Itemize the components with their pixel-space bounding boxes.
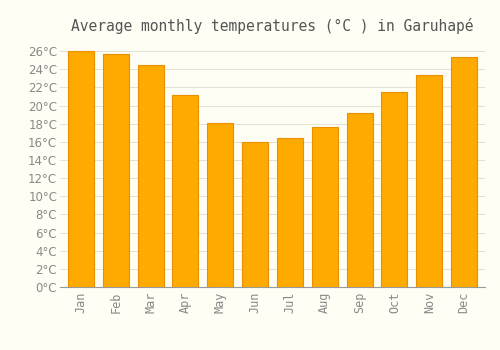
Bar <box>416 75 442 287</box>
Title: Average monthly temperatures (°C ) in Garuhapé: Average monthly temperatures (°C ) in Ga… <box>72 18 474 34</box>
Bar <box>277 138 303 287</box>
Bar <box>207 123 234 287</box>
Bar <box>451 57 477 287</box>
Bar <box>242 142 268 287</box>
Bar <box>346 113 372 287</box>
Bar <box>312 127 338 287</box>
Bar <box>138 65 164 287</box>
Bar <box>172 94 199 287</box>
Bar <box>102 54 129 287</box>
Bar <box>68 51 94 287</box>
Bar <box>382 92 407 287</box>
